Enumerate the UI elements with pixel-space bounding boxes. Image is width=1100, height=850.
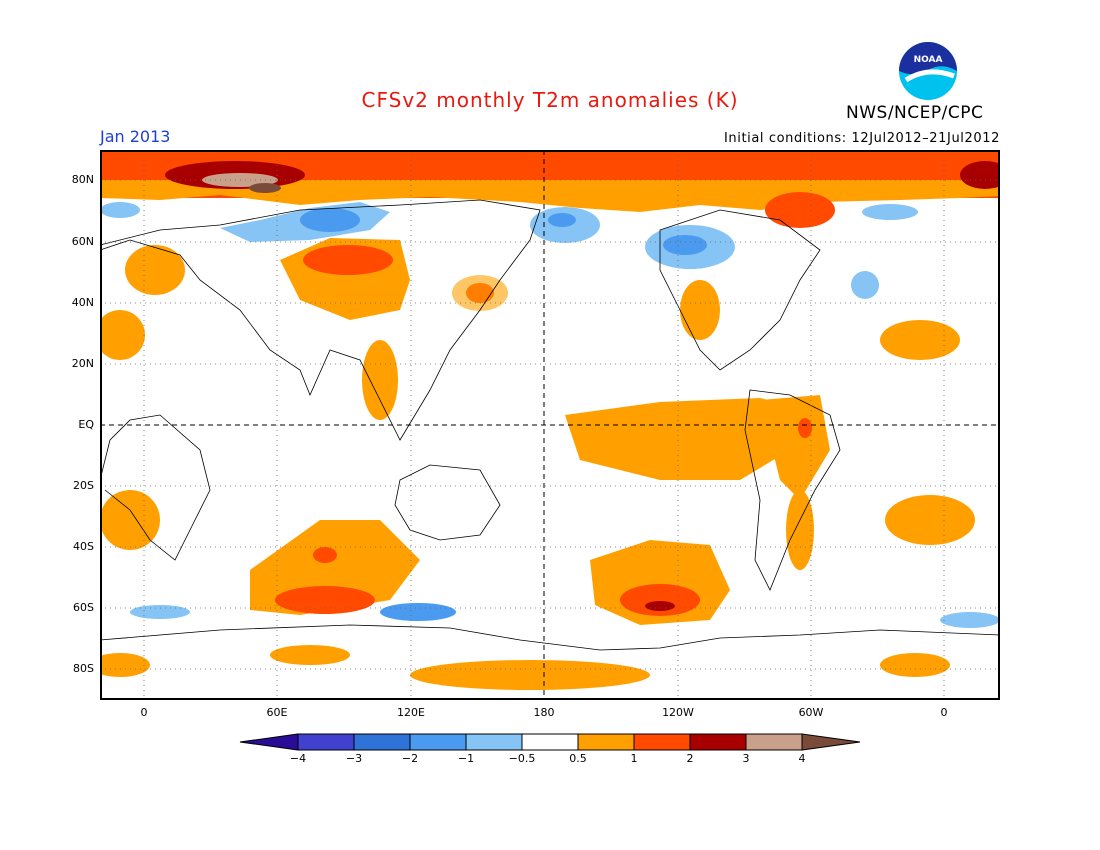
west-africa-warm [880, 320, 960, 360]
agency-label: NWS/NCEP/CPC [846, 103, 984, 123]
colorbar-label-4: 4 [798, 752, 806, 765]
antarctic-warm-indian [270, 645, 350, 665]
southern-ocean-cool [380, 603, 456, 621]
logo-text: NOAA [914, 55, 943, 65]
lat-label-20n: 20N [71, 357, 94, 370]
greenland-warm [765, 192, 835, 228]
colorbar-label-2: 2 [686, 752, 694, 765]
coastlines [100, 199, 1000, 651]
tropical-pacific-warm [565, 398, 800, 480]
colorbar-bin-neutral [521, 733, 579, 751]
colorbar-bin-3-4 [745, 733, 803, 751]
indian-ocean-warm-core [313, 547, 337, 563]
antarctic-warm-pacific [410, 660, 650, 690]
colorbar-arrow-low [239, 733, 299, 751]
map-title: CFSv2 monthly T2m anomalies (K) [361, 88, 739, 112]
lat-label-80s: 80S [73, 662, 94, 675]
colorbar-bin-neg1-neg05 [465, 733, 523, 751]
lon-label-60e: 60E [266, 706, 288, 719]
lon-label-180: 180 [533, 706, 555, 719]
colorbar-label-3: 3 [742, 752, 750, 765]
colorbar-bin-neg3-neg2 [353, 733, 411, 751]
colorbar-bin-05-1 [577, 733, 635, 751]
europe-warm [125, 245, 185, 295]
colorbar-bin-1-2 [633, 733, 691, 751]
south-pacific-warm-core [620, 584, 700, 616]
anomaly-fields [100, 150, 1000, 690]
lat-label-60s: 60S [73, 601, 94, 614]
scandinavia-cool [100, 202, 140, 218]
month-label: Jan 2013 [100, 127, 171, 146]
lat-label-eq: EQ [78, 418, 94, 431]
colorbar-label-neg05: −0.5 [508, 752, 536, 765]
colorbar-label-1: 1 [630, 752, 638, 765]
lon-label-120e: 120E [397, 706, 425, 719]
lon-label-0-east: 0 [940, 706, 948, 719]
arctic-warm-east [960, 161, 1000, 189]
colorbar-label-neg4: −4 [289, 752, 307, 765]
colorbar-label-05: 0.5 [569, 752, 587, 765]
colorbar-label-neg3: −3 [345, 752, 363, 765]
siberia-cool-core [300, 208, 360, 232]
central-asia-warm-core [303, 245, 393, 275]
atlantic-cool [851, 271, 879, 299]
north-africa-warm [100, 310, 145, 360]
lat-label-60n: 60N [71, 235, 94, 248]
colorbar-bin-neg4-neg3 [297, 733, 355, 751]
antarctic-warm-west [100, 653, 150, 677]
south-atlantic-warm-east [885, 495, 975, 545]
colorbar-bin-2-3 [689, 733, 747, 751]
colorbar [239, 733, 861, 751]
noaa-logo-icon: NOAA [899, 42, 957, 100]
lat-label-80n: 80N [71, 173, 94, 186]
lat-label-40n: 40N [71, 296, 94, 309]
antarctic-warm-east [880, 653, 950, 677]
lon-label-0: 0 [140, 706, 148, 719]
argentina-warm [786, 490, 814, 570]
map-border [100, 150, 1000, 700]
baffin-cool [862, 204, 918, 220]
southern-ocean-cool-west [130, 605, 190, 619]
southern-ocean-warm-indian [275, 586, 375, 614]
lon-label-60w: 60W [798, 706, 824, 719]
lat-label-20s: 20S [73, 479, 94, 492]
southern-ocean-cool-east [940, 612, 1000, 628]
lat-label-40s: 40S [73, 540, 94, 553]
california-warm [680, 280, 720, 340]
colorbar-label-neg2: −2 [401, 752, 419, 765]
southeast-asia-warm [362, 340, 398, 420]
initial-conditions-label: Initial conditions: 12Jul2012–21Jul2012 [723, 131, 1000, 146]
south-america-warm [760, 395, 830, 500]
lon-label-120w: 120W [662, 706, 694, 719]
colorbar-label-neg1: −1 [457, 752, 475, 765]
south-pacific-strong-warm [645, 601, 675, 611]
extreme-warm-core [249, 183, 281, 193]
colorbar-arrow-high [801, 733, 861, 751]
canada-cool-core [663, 235, 707, 255]
japan-weak-warm [452, 275, 508, 311]
anomaly-map [100, 150, 1000, 700]
south-atlantic-warm-west [100, 490, 160, 550]
bering-cool-core [548, 213, 576, 227]
colorbar-bin-neg2-neg1 [409, 733, 467, 751]
amazon-warm-core [798, 418, 812, 438]
